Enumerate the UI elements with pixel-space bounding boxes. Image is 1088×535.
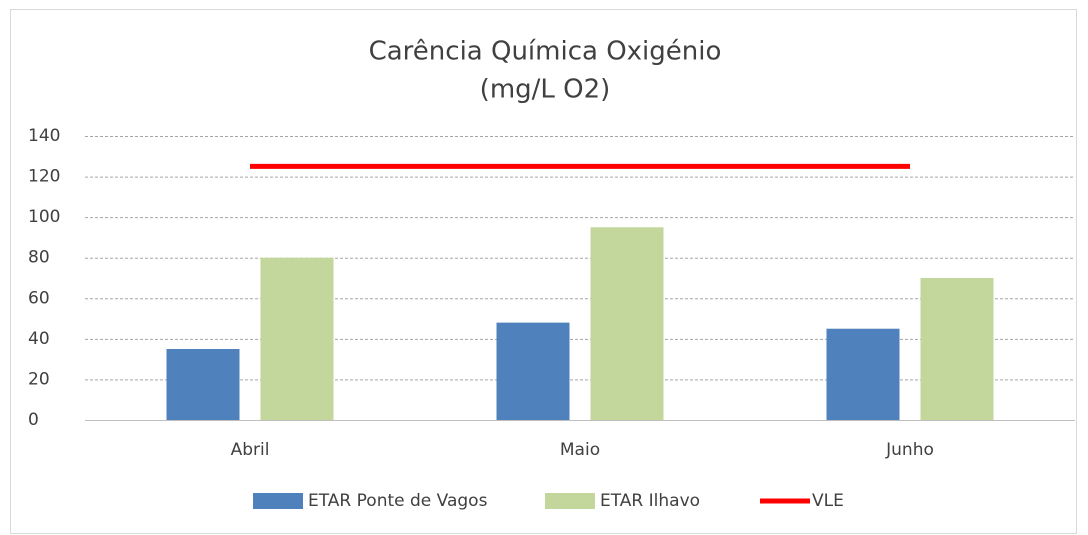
- y-tick-label: 120: [28, 167, 60, 187]
- bar: [590, 227, 664, 420]
- y-tick-label: 20: [28, 369, 50, 389]
- legend-swatch: [545, 493, 595, 509]
- x-tick-label: Abril: [231, 440, 270, 460]
- legend-label: ETAR Ilhavo: [600, 491, 700, 511]
- y-tick-label: 100: [28, 207, 60, 227]
- bar: [920, 278, 994, 420]
- chart-title: Carência Química Oxigénio: [369, 37, 722, 67]
- bar: [826, 328, 900, 420]
- legend-swatch: [253, 493, 303, 509]
- y-tick-label: 60: [28, 288, 50, 308]
- bar: [496, 322, 570, 420]
- y-tick-label: 80: [28, 248, 50, 268]
- y-tick-label: 140: [28, 126, 60, 146]
- y-tick-label: 40: [28, 329, 50, 349]
- chart-title: (mg/L O2): [480, 75, 611, 105]
- chart-border: [10, 9, 1077, 534]
- legend-label: VLE: [812, 491, 844, 511]
- bar: [166, 349, 240, 420]
- y-tick-label: 0: [28, 410, 39, 430]
- x-tick-label: Maio: [560, 440, 600, 460]
- bar: [260, 257, 334, 420]
- x-tick-label: Junho: [885, 440, 934, 460]
- legend-label: ETAR Ponte de Vagos: [308, 491, 488, 511]
